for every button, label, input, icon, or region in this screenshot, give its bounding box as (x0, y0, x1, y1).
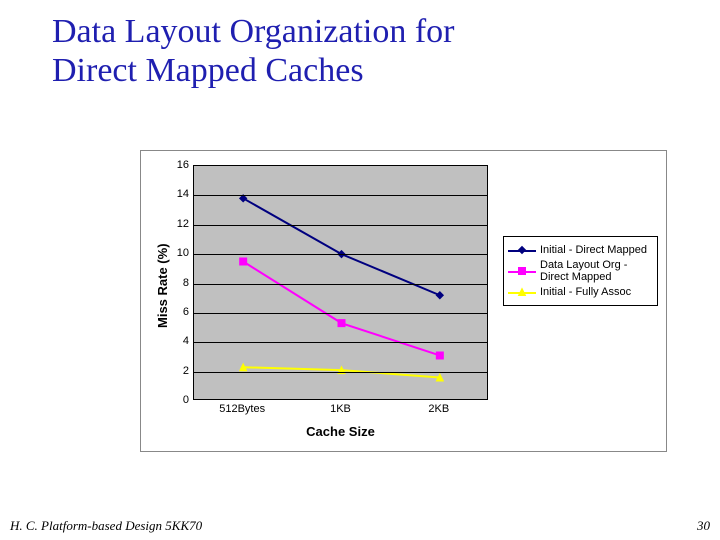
gridline (194, 313, 487, 314)
title-line-1: Data Layout Organization for (52, 12, 652, 51)
title-line-2: Direct Mapped Caches (52, 51, 652, 90)
gridline (194, 254, 487, 255)
slide-title: Data Layout Organization for Direct Mapp… (52, 12, 652, 90)
legend: Initial - Direct Mapped Data Layout Org -… (503, 236, 658, 306)
y-tick: 2 (171, 365, 189, 377)
y-tick: 10 (171, 247, 189, 259)
y-tick: 4 (171, 335, 189, 347)
series-marker (436, 352, 443, 359)
legend-item: Initial - Fully Assoc (508, 285, 653, 299)
gridline (194, 372, 487, 373)
x-tick: 2KB (428, 403, 449, 415)
legend-label: Initial - Direct Mapped (540, 244, 647, 256)
legend-swatch (508, 243, 536, 257)
y-tick: 8 (171, 277, 189, 289)
legend-swatch (508, 285, 536, 299)
footer-left: H. C. Platform-based Design 5KK70 (10, 518, 202, 534)
legend-swatch (508, 264, 536, 278)
y-tick: 12 (171, 218, 189, 230)
gridline (194, 342, 487, 343)
y-tick: 14 (171, 188, 189, 200)
y-tick: 0 (171, 394, 189, 406)
x-axis-label: Cache Size (193, 424, 488, 439)
y-axis-label: Miss Rate (%) (155, 243, 170, 328)
slide: Data Layout Organization for Direct Mapp… (0, 0, 720, 540)
gridline (194, 195, 487, 196)
y-tick: 16 (171, 159, 189, 171)
x-tick: 512Bytes (219, 403, 265, 415)
gridline (194, 225, 487, 226)
legend-label: Initial - Fully Assoc (540, 286, 631, 298)
legend-label: Data Layout Org - Direct Mapped (540, 259, 653, 283)
legend-item: Data Layout Org - Direct Mapped (508, 259, 653, 283)
footer-right: 30 (697, 518, 710, 534)
series-marker (338, 320, 345, 327)
legend-item: Initial - Direct Mapped (508, 243, 653, 257)
series-marker (436, 292, 443, 299)
gridline (194, 284, 487, 285)
series-marker (240, 258, 247, 265)
plot-area (193, 165, 488, 400)
y-tick: 6 (171, 306, 189, 318)
x-tick: 1KB (330, 403, 351, 415)
chart-container: Miss Rate (%) Cache Size Initial - Direc… (140, 150, 667, 452)
